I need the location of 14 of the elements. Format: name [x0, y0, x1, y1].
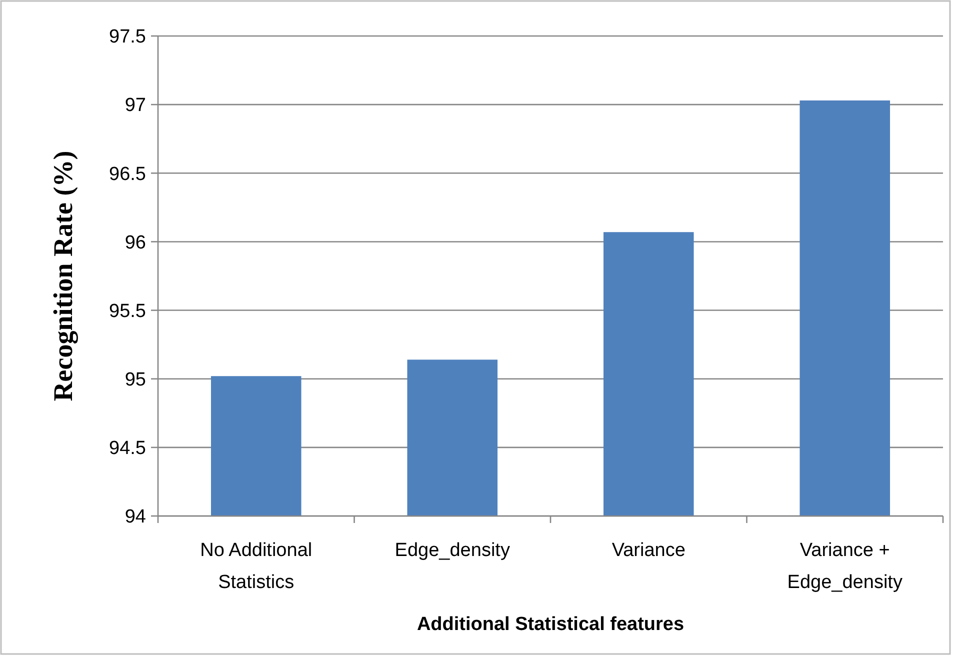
- y-tick-label: 96.5: [109, 164, 146, 185]
- y-tick-label: 95.5: [109, 300, 146, 322]
- y-tick-label: 95: [124, 370, 146, 391]
- y-tick-label: 97: [124, 95, 146, 116]
- y-tick-label: 97.5: [109, 26, 146, 48]
- x-tick-label: Variance: [612, 540, 686, 561]
- y-tick-label: 94: [124, 506, 146, 528]
- x-tick-label: No Additional Statistics: [200, 540, 312, 593]
- x-tick-label: Variance + Edge_density: [787, 540, 903, 593]
- y-tick-label: 94.5: [109, 438, 146, 460]
- y-axis-title: Recognition Rate (%): [48, 150, 78, 402]
- y-tick-label: 96: [124, 232, 146, 254]
- x-axis-title: Additional Statistical features: [416, 614, 684, 635]
- x-tick-label: Edge_density: [394, 540, 510, 561]
